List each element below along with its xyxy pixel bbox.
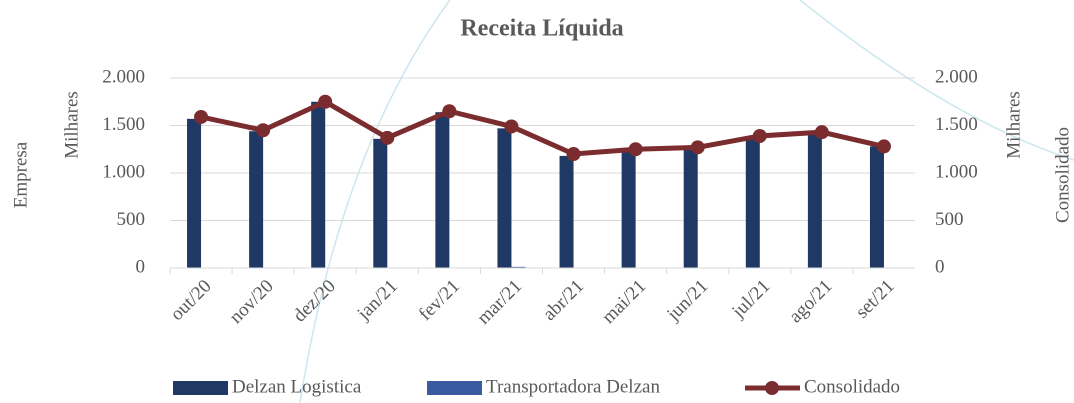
bar bbox=[869, 146, 884, 268]
bar bbox=[621, 150, 636, 268]
y-tick-label: 1.000 bbox=[102, 161, 145, 182]
marker bbox=[690, 140, 705, 155]
bar bbox=[435, 112, 450, 268]
y2-tick-label: 2.000 bbox=[935, 66, 978, 87]
y-tick-label: 1.500 bbox=[102, 114, 145, 135]
y2-tick-label: 0 bbox=[935, 256, 945, 277]
legend-label: Delzan Logistica bbox=[232, 376, 362, 397]
marker bbox=[876, 139, 891, 154]
marker bbox=[504, 119, 519, 134]
x-tick-label: mar/21 bbox=[473, 276, 526, 329]
y2-tick-label: 500 bbox=[935, 209, 964, 230]
marker bbox=[752, 128, 767, 143]
x-tick-label: nov/20 bbox=[226, 276, 278, 328]
x-tick-label: mai/21 bbox=[598, 276, 650, 328]
x-tick-label: ago/21 bbox=[785, 276, 836, 327]
marker bbox=[442, 104, 457, 119]
x-tick-label: jul/21 bbox=[727, 276, 774, 323]
x-tick-label: jun/21 bbox=[662, 276, 712, 326]
legend-marker bbox=[765, 381, 779, 395]
bar bbox=[373, 138, 388, 268]
x-tick-label: dez/20 bbox=[289, 276, 340, 327]
chart-title: Receita Líquida bbox=[460, 16, 623, 42]
decor-arc bbox=[299, 0, 451, 403]
bar bbox=[511, 266, 526, 268]
marker bbox=[256, 123, 271, 138]
y2-tick-label: 1.500 bbox=[935, 114, 978, 135]
legend-label: Transportadora Delzan bbox=[486, 376, 660, 397]
x-tick-label: jan/21 bbox=[353, 276, 402, 325]
marker bbox=[194, 109, 209, 124]
decor-arc bbox=[799, 0, 1074, 161]
bar bbox=[807, 133, 822, 268]
y2-axis-label: Milhares bbox=[1003, 91, 1024, 159]
bar bbox=[497, 128, 512, 268]
legend-label: Consolidado bbox=[804, 376, 900, 397]
bar bbox=[187, 118, 202, 268]
y2-tick-label: 1.000 bbox=[935, 161, 978, 182]
marker bbox=[318, 94, 333, 109]
marker bbox=[628, 142, 643, 157]
bar bbox=[311, 101, 326, 268]
line bbox=[200, 98, 885, 157]
y-tick-label: 2.000 bbox=[102, 66, 145, 87]
marker bbox=[380, 130, 395, 145]
y-tick-label: 0 bbox=[136, 256, 146, 277]
x-tick-label: abr/21 bbox=[539, 276, 588, 325]
bar bbox=[745, 137, 760, 268]
y2-axis-label: Consolidado bbox=[1052, 127, 1073, 223]
legend-swatch bbox=[173, 381, 228, 395]
bar bbox=[683, 148, 698, 268]
bar bbox=[559, 155, 574, 268]
x-tick-label: set/21 bbox=[852, 276, 899, 323]
y-axis-label: Empresa bbox=[10, 141, 31, 208]
bar bbox=[249, 131, 264, 268]
y-tick-label: 500 bbox=[117, 209, 146, 230]
x-tick-label: fev/21 bbox=[415, 276, 464, 325]
marker bbox=[814, 125, 829, 140]
x-tick-label: out/20 bbox=[166, 276, 215, 325]
y-axis-label: Milhares bbox=[61, 91, 82, 159]
legend-swatch bbox=[427, 381, 482, 395]
marker bbox=[566, 147, 581, 161]
